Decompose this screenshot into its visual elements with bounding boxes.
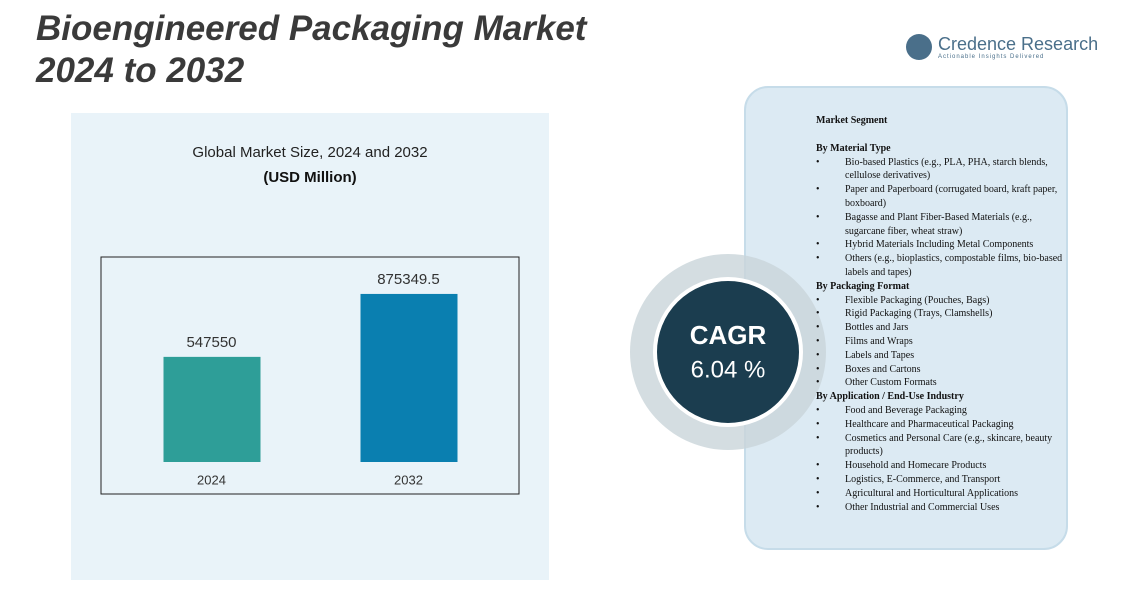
segment-item: Bottles and Jars <box>816 321 1068 335</box>
title: Bioengineered Packaging Market 2024 to 20… <box>36 8 586 92</box>
segment-item: Bio-based Plastics (e.g., PLA, PHA, star… <box>816 156 1068 184</box>
data-label: 547550 <box>186 334 236 351</box>
chart-title: Global Market Size, 2024 and 2032 <box>192 144 427 161</box>
segment-item: Cosmetics and Personal Care (e.g., skinc… <box>816 432 1068 460</box>
segment-item: Flexible Packaging (Pouches, Bags) <box>816 294 1068 308</box>
x-tick-label: 2024 <box>197 472 226 487</box>
segment-item: Logistics, E-Commerce, and Transport <box>816 473 1068 487</box>
chart-subtitle: (USD Million) <box>263 169 356 186</box>
segment-heading: By Application / End-Use Industry <box>816 391 964 403</box>
segment-item: Other Industrial and Commercial Uses <box>816 501 1068 515</box>
cagr-circle <box>653 277 803 427</box>
bar <box>163 356 261 462</box>
bar <box>360 293 458 462</box>
chart-panel <box>71 113 549 580</box>
segment-item: Other Custom Formats <box>816 376 1068 390</box>
data-label: 875349.5 <box>377 271 440 288</box>
segment-item: Bagasse and Plant Fiber-Based Materials … <box>816 211 1068 239</box>
cagr-value: 6.04 % <box>691 356 766 383</box>
segment-item: Boxes and Cartons <box>816 363 1068 377</box>
cagr-label: CAGR <box>690 320 767 350</box>
segment-item: Rigid Packaging (Trays, Clamshells) <box>816 307 1068 321</box>
x-tick-label: 2032 <box>394 472 423 487</box>
title-line: Bioengineered Packaging Market <box>36 9 587 48</box>
plot-frame <box>100 256 520 495</box>
segment-list: Market Segment By Material Type Bio-based … <box>816 114 1068 514</box>
logo-name: Credence Research <box>938 34 1099 54</box>
segment-item: Labels and Tapes <box>816 349 1068 363</box>
logo-icon <box>906 34 932 60</box>
segment-heading: By Material Type <box>816 142 891 154</box>
segment-item: Others (e.g., bioplastics, compostable f… <box>816 252 1068 280</box>
segment-item: Paper and Paperboard (corrugated board, … <box>816 183 1068 211</box>
segment-title: Market Segment <box>816 115 888 126</box>
segment-item: Agricultural and Horticultural Applicati… <box>816 487 1068 501</box>
segment-item: Food and Beverage Packaging <box>816 404 1068 418</box>
segment-heading: By Packaging Format <box>816 280 910 292</box>
logo-tagline: Actionable Insights Delivered <box>938 54 1045 60</box>
segment-item: Healthcare and Pharmaceutical Packaging <box>816 418 1068 432</box>
segment-item: Household and Homecare Products <box>816 459 1068 473</box>
segment-item: Hybrid Materials Including Metal Compone… <box>816 238 1068 252</box>
segment-item: Films and Wraps <box>816 335 1068 349</box>
title-line: 2024 to 2032 <box>36 51 245 90</box>
